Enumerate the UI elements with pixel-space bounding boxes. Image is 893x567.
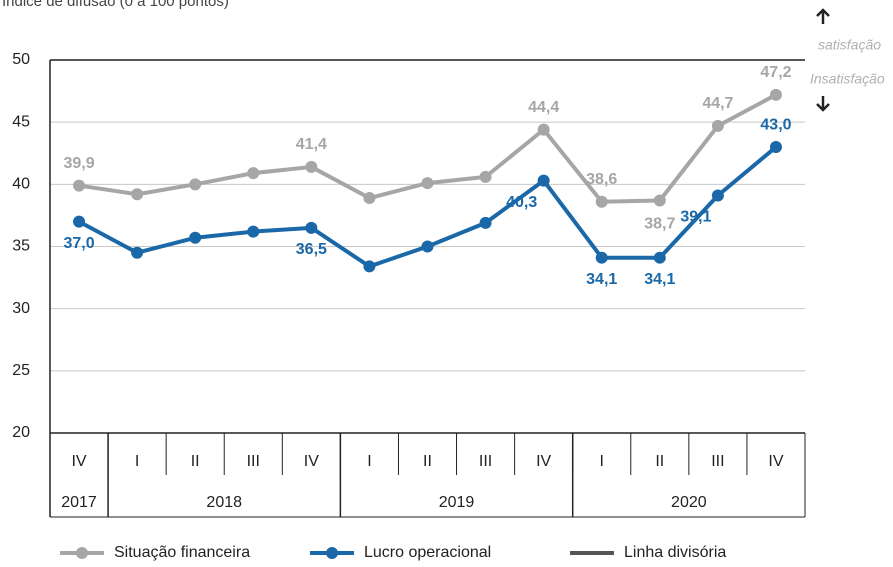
value-label: 36,5: [296, 241, 327, 258]
data-point: [247, 167, 260, 180]
data-point: [479, 170, 492, 183]
data-point: [711, 189, 724, 202]
x-tick-label: III: [247, 453, 260, 470]
x-tick-label: I: [600, 453, 604, 470]
x-tick-label: III: [711, 453, 724, 470]
value-label: 40,3: [506, 194, 537, 211]
y-axis-label: Índice de difusão (0 a 100 pontos): [2, 0, 229, 10]
x-tick-label: IV: [304, 453, 319, 470]
data-point: [247, 225, 260, 238]
data-point: [131, 188, 144, 201]
value-label: 34,1: [586, 271, 617, 288]
y-tick-label: 45: [12, 113, 30, 130]
value-label: 39,1: [680, 209, 711, 226]
value-label: 39,9: [63, 155, 94, 172]
data-point: [305, 221, 318, 234]
y-tick-label: 35: [12, 238, 30, 255]
year-label: 2020: [671, 494, 707, 511]
data-point: [653, 251, 666, 264]
data-point: [537, 123, 550, 136]
year-label: 2018: [206, 494, 242, 511]
year-label: 2017: [61, 494, 97, 511]
data-point: [769, 141, 782, 154]
data-point: [363, 260, 376, 273]
y-tick-label: 30: [12, 300, 30, 317]
y-tick-label: 20: [12, 424, 30, 441]
value-label: 38,6: [586, 171, 617, 188]
x-tick-label: IV: [536, 453, 551, 470]
legend-label: Lucro operacional: [364, 544, 491, 561]
data-point: [131, 246, 144, 259]
legend-label: Situação financeira: [114, 544, 250, 561]
value-label: 38,7: [644, 216, 675, 233]
data-point: [421, 177, 434, 190]
x-tick-label: IV: [768, 453, 783, 470]
year-label: 2019: [439, 494, 475, 511]
arrow-down: [816, 96, 830, 112]
value-label: 37,0: [63, 235, 94, 252]
data-point: [189, 178, 202, 191]
x-tick-label: II: [423, 453, 432, 470]
data-point: [73, 215, 86, 228]
y-tick-label: 40: [12, 176, 30, 193]
value-label: 41,4: [296, 136, 327, 153]
value-label: 44,4: [528, 99, 559, 116]
legend-marker: [326, 547, 338, 559]
data-point: [363, 192, 376, 205]
data-point: [595, 195, 608, 208]
data-point: [421, 240, 434, 253]
x-tick-label: II: [655, 453, 664, 470]
annotation: Insatisfação: [810, 71, 885, 87]
legend-label: Linha divisória: [624, 544, 726, 561]
value-label: 34,1: [644, 271, 675, 288]
data-point: [711, 119, 724, 132]
value-label: 47,2: [760, 64, 791, 81]
y-tick-label: 50: [12, 51, 30, 68]
data-point: [73, 179, 86, 192]
value-label: 44,7: [702, 95, 733, 112]
data-point: [653, 194, 666, 207]
data-point: [479, 216, 492, 229]
data-point: [305, 160, 318, 173]
arrow-up: [816, 8, 830, 24]
data-point: [595, 251, 608, 264]
value-label: 43,0: [760, 116, 791, 133]
x-tick-label: IV: [71, 453, 86, 470]
data-point: [769, 88, 782, 101]
data-point: [189, 231, 202, 244]
legend-marker: [76, 547, 88, 559]
x-tick-label: III: [479, 453, 492, 470]
data-point: [537, 174, 550, 187]
y-tick-label: 25: [12, 362, 30, 379]
annotation: satisfação: [818, 37, 881, 53]
x-tick-label: II: [191, 453, 200, 470]
x-tick-label: I: [367, 453, 371, 470]
x-tick-label: I: [135, 453, 139, 470]
